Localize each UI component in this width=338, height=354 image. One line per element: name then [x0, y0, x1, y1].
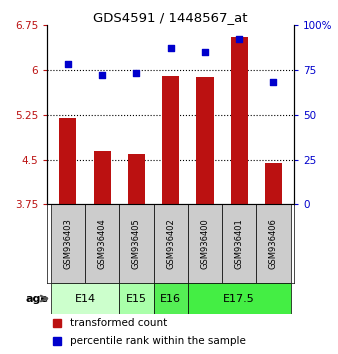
Bar: [51, 283, 119, 314]
Text: E17.5: E17.5: [223, 293, 255, 303]
Text: E15: E15: [126, 293, 147, 303]
Point: [134, 70, 139, 76]
Bar: [196, 77, 214, 205]
Point: [65, 62, 71, 67]
Bar: [162, 76, 179, 205]
Text: GSM936403: GSM936403: [64, 218, 72, 269]
Text: GSM936405: GSM936405: [132, 218, 141, 269]
Bar: [119, 283, 153, 314]
Title: GDS4591 / 1448567_at: GDS4591 / 1448567_at: [93, 11, 248, 24]
Bar: [128, 154, 145, 205]
Text: GSM936400: GSM936400: [200, 218, 210, 269]
Bar: [94, 150, 111, 205]
Point: [168, 45, 173, 51]
Text: GSM936401: GSM936401: [235, 218, 244, 269]
Bar: [188, 283, 291, 314]
Bar: [51, 205, 85, 283]
Bar: [153, 205, 188, 283]
Point: [202, 49, 208, 55]
Bar: [265, 162, 282, 205]
Bar: [85, 205, 119, 283]
Point: [271, 79, 276, 85]
Point: [99, 72, 105, 78]
Text: E16: E16: [160, 293, 181, 303]
Text: percentile rank within the sample: percentile rank within the sample: [70, 336, 245, 346]
Text: GSM936406: GSM936406: [269, 218, 278, 269]
Bar: [188, 205, 222, 283]
Text: GSM936402: GSM936402: [166, 218, 175, 269]
Text: E14: E14: [74, 293, 96, 303]
Bar: [153, 283, 188, 314]
Bar: [231, 37, 248, 205]
Bar: [59, 118, 76, 205]
Bar: [119, 205, 153, 283]
Text: age: age: [25, 293, 48, 303]
Bar: [256, 205, 291, 283]
Point: [237, 36, 242, 42]
Text: transformed count: transformed count: [70, 318, 167, 328]
Text: GSM936404: GSM936404: [98, 218, 107, 269]
Bar: [222, 205, 256, 283]
